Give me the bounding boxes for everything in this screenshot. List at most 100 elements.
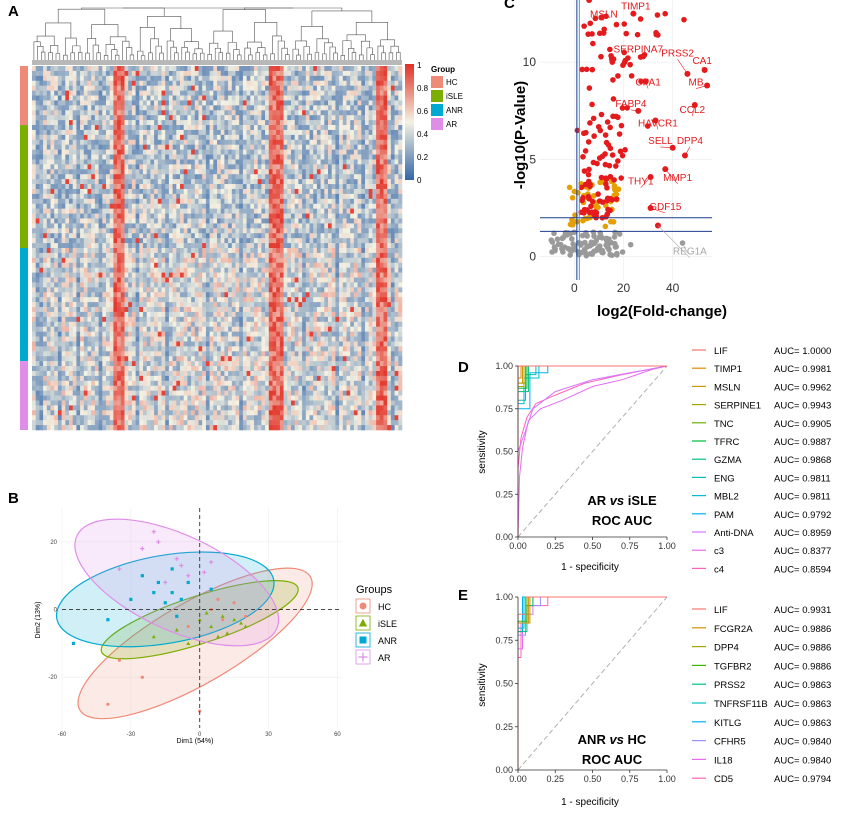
- heatmap-cell: [265, 66, 269, 71]
- heatmap-cell: [291, 71, 295, 76]
- heatmap-cell: [265, 292, 269, 297]
- heatmap-cell: [191, 263, 195, 268]
- heatmap-cell: [210, 86, 214, 91]
- heatmap-cell: [343, 130, 347, 135]
- heatmap-cell: [387, 81, 391, 86]
- heatmap-cell: [398, 214, 402, 219]
- heatmap-cell: [276, 292, 280, 297]
- heatmap-cell: [335, 282, 339, 287]
- heatmap-cell: [169, 297, 173, 302]
- heatmap-cell: [76, 263, 80, 268]
- heatmap-cell: [347, 140, 351, 145]
- heatmap-cell: [180, 233, 184, 238]
- panel-letter-c: C: [504, 0, 515, 12]
- heatmap-cell: [369, 209, 373, 214]
- heatmap-cell: [58, 96, 62, 101]
- heatmap-cell: [332, 150, 336, 155]
- heatmap-cell: [236, 174, 240, 179]
- heatmap-cell: [273, 214, 277, 219]
- heatmap-cell: [51, 209, 55, 214]
- heatmap-cell: [398, 140, 402, 145]
- heatmap-cell: [317, 238, 321, 243]
- heatmap-cell: [384, 228, 388, 233]
- heatmap-cell: [228, 164, 232, 169]
- heatmap-cell: [195, 100, 199, 105]
- heatmap-cell: [165, 194, 169, 199]
- heatmap-cell: [91, 100, 95, 105]
- heatmap-cell: [195, 66, 199, 71]
- heatmap-cell: [54, 184, 58, 189]
- heatmap-cell: [365, 253, 369, 258]
- heatmap-cell: [65, 287, 69, 292]
- heatmap-cell: [295, 140, 299, 145]
- heatmap-cell: [254, 155, 258, 160]
- heatmap-cell: [254, 169, 258, 174]
- heatmap-cell: [176, 174, 180, 179]
- heatmap-cell: [376, 105, 380, 110]
- heatmap-cell: [43, 174, 47, 179]
- heatmap-cell: [261, 120, 265, 125]
- heatmap-cell: [398, 105, 402, 110]
- heatmap-cell: [284, 297, 288, 302]
- heatmap-cell: [80, 282, 84, 287]
- heatmap-cell: [384, 66, 388, 71]
- heatmap-cell: [187, 292, 191, 297]
- heatmap-cell: [335, 199, 339, 204]
- heatmap-cell: [73, 214, 77, 219]
- heatmap-cell: [306, 91, 310, 96]
- heatmap-cell: [121, 204, 125, 209]
- heatmap-cell: [250, 184, 254, 189]
- heatmap-cell: [47, 248, 51, 253]
- heatmap-cell: [84, 71, 88, 76]
- heatmap-cell: [121, 263, 125, 268]
- heatmap-cell: [58, 120, 62, 125]
- heatmap-cell: [113, 214, 117, 219]
- heatmap-cell: [284, 233, 288, 238]
- heatmap-cell: [136, 164, 140, 169]
- heatmap-cell: [310, 268, 314, 273]
- heatmap-cell: [106, 145, 110, 150]
- heatmap-cell: [372, 184, 376, 189]
- heatmap-cell: [365, 100, 369, 105]
- heatmap-cell: [210, 209, 214, 214]
- heatmap-cell: [80, 159, 84, 164]
- heatmap-cell: [354, 223, 358, 228]
- heatmap-cell: [32, 81, 36, 86]
- heatmap-cell: [39, 76, 43, 81]
- heatmap-cell: [387, 140, 391, 145]
- heatmap-cell: [143, 223, 147, 228]
- heatmap-cell: [317, 189, 321, 194]
- heatmap-cell: [150, 135, 154, 140]
- heatmap-cell: [195, 248, 199, 253]
- heatmap-cell: [139, 135, 143, 140]
- heatmap-cell: [324, 71, 328, 76]
- heatmap-cell: [36, 263, 40, 268]
- heatmap-cell: [62, 258, 66, 263]
- heatmap-cell: [54, 81, 58, 86]
- heatmap-cell: [32, 204, 36, 209]
- heatmap-cell: [84, 110, 88, 115]
- heatmap-cell: [269, 233, 273, 238]
- heatmap-cell: [321, 273, 325, 278]
- heatmap-cell: [173, 292, 177, 297]
- heatmap-cell: [202, 125, 206, 130]
- heatmap-cell: [206, 169, 210, 174]
- heatmap-cell: [110, 81, 114, 86]
- heatmap-cell: [361, 115, 365, 120]
- heatmap-cell: [380, 263, 384, 268]
- heatmap-cell: [380, 194, 384, 199]
- heatmap-cell: [343, 238, 347, 243]
- heatmap-cell: [121, 209, 125, 214]
- heatmap-cell: [280, 179, 284, 184]
- heatmap-cell: [106, 184, 110, 189]
- heatmap-cell: [154, 268, 158, 273]
- heatmap-cell: [250, 233, 254, 238]
- heatmap-cell: [339, 179, 343, 184]
- heatmap-cell: [165, 189, 169, 194]
- heatmap-cell: [343, 268, 347, 273]
- heatmap-cell: [69, 273, 73, 278]
- heatmap-cell: [384, 110, 388, 115]
- heatmap-cell: [354, 248, 358, 253]
- heatmap-cell: [291, 282, 295, 287]
- heatmap-cell: [58, 263, 62, 268]
